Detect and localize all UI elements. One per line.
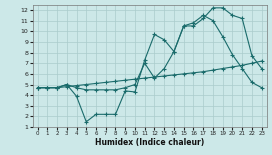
- X-axis label: Humidex (Indice chaleur): Humidex (Indice chaleur): [95, 138, 204, 147]
